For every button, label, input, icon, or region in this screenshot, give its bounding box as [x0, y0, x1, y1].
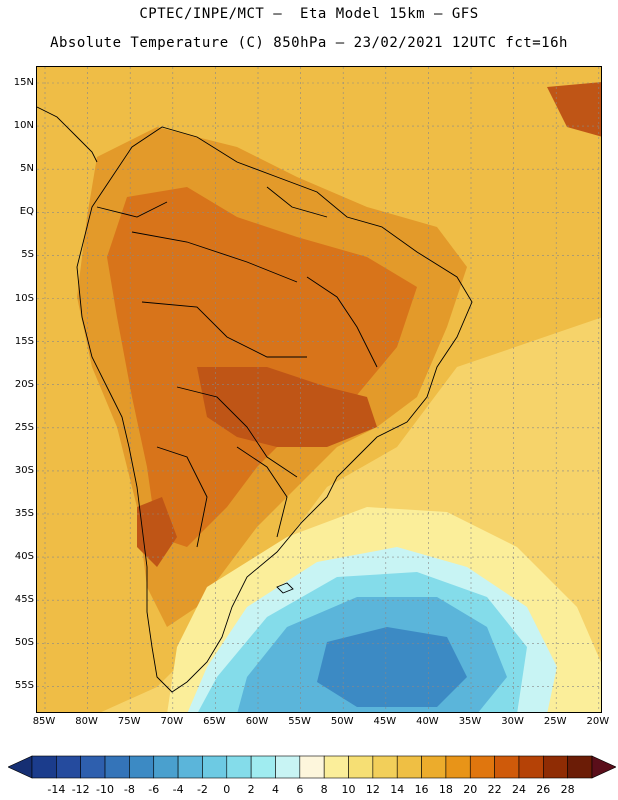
lat-label: 50S	[14, 637, 34, 649]
colorbar-label: 12	[365, 783, 380, 796]
lon-label: 70W	[160, 716, 184, 727]
lat-label: 35S	[14, 508, 34, 519]
temperature-colorbar	[8, 755, 616, 779]
lat-label: 5N	[20, 163, 34, 175]
temperature-region	[137, 497, 177, 567]
temperature-field	[37, 67, 601, 712]
colorbar-label: -8	[123, 783, 135, 796]
lat-label: 20S	[14, 378, 34, 390]
lon-label: 85W	[32, 716, 56, 727]
colorbar-label: 18	[438, 783, 453, 796]
lon-label: 45W	[373, 716, 397, 727]
lat-lon-gridlines	[37, 67, 601, 712]
colorbar-label: 14	[390, 783, 405, 796]
lon-label: 35W	[458, 716, 482, 727]
coastline	[76, 126, 473, 693]
colorbar-label: 24	[511, 783, 526, 796]
colorbar-swatch	[299, 755, 325, 779]
temperature-region	[317, 627, 467, 707]
colorbar-swatch	[348, 755, 374, 779]
colorbar-overflow	[591, 755, 616, 779]
colorbar-swatch	[275, 755, 301, 779]
colorbar-swatch	[31, 755, 57, 779]
lon-label: 30W	[501, 716, 524, 727]
colorbar-label: 16	[414, 783, 429, 796]
coastline	[141, 301, 307, 358]
colorbar-swatch	[372, 755, 398, 779]
colorbar-swatch	[56, 755, 81, 779]
colorbar-label: 6	[296, 783, 304, 796]
colorbar-label: 8	[320, 783, 328, 796]
temperature-region	[547, 82, 601, 137]
colorbar-swatch	[80, 755, 106, 779]
coastline	[276, 582, 294, 594]
lat-label: 25S	[14, 421, 34, 433]
colorbar-label: 26	[536, 783, 551, 796]
colorbar-underflow	[8, 755, 33, 779]
colorbar-label: -2	[196, 783, 208, 796]
colorbar-label: -4	[172, 783, 184, 796]
colorbar-label: -12	[71, 783, 90, 796]
temperature-map[interactable]	[36, 66, 602, 713]
chart-title-line-1: CPTEC/INPE/MCT – Eta Model 15km – GFS	[139, 6, 479, 22]
coastlines-and-borders	[37, 106, 473, 693]
lon-label: 40W	[416, 716, 439, 727]
colorbar-label: -14	[47, 783, 66, 796]
colorbar-swatch	[469, 755, 495, 779]
lat-label: 10S	[14, 292, 34, 304]
lon-label: 75W	[117, 716, 141, 727]
colorbar-swatch	[494, 755, 520, 779]
lat-label: 5S	[21, 249, 34, 261]
lon-label: 50W	[330, 716, 354, 727]
coastline	[96, 201, 168, 218]
lon-label: 60W	[245, 716, 269, 727]
colorbar-swatch	[177, 755, 203, 779]
colorbar-label: 20	[463, 783, 478, 796]
lon-label: 80W	[75, 716, 98, 727]
colorbar-label: 0	[223, 783, 231, 796]
lat-label: 45S	[14, 594, 34, 606]
colorbar-label: 2	[247, 783, 255, 796]
coastline	[156, 446, 208, 548]
colorbar-swatch	[104, 755, 130, 779]
colorbar-swatch	[250, 755, 276, 779]
lat-label: 10N	[13, 120, 34, 132]
colorbar-label: 10	[341, 783, 356, 796]
colorbar-swatch	[518, 755, 544, 779]
lat-label: 15N	[13, 77, 34, 88]
lon-label: 20W	[586, 716, 610, 727]
lat-label: EQ	[19, 206, 34, 218]
coastline	[236, 446, 288, 538]
colorbar-swatch	[445, 755, 471, 779]
chart-title-line-2: Absolute Temperature (C) 850hPa – 23/02/…	[50, 35, 568, 51]
colorbar-swatch	[129, 755, 155, 779]
colorbar-swatch	[396, 755, 422, 779]
colorbar-swatch	[323, 755, 349, 779]
colorbar-label: 22	[487, 783, 502, 796]
lon-label: 65W	[203, 716, 226, 727]
colorbar-swatch	[543, 755, 568, 779]
colorbar-swatch	[202, 755, 228, 779]
coastline	[37, 106, 98, 163]
colorbar-label: -10	[96, 783, 115, 796]
lat-label: 30S	[14, 464, 34, 476]
lon-label: 25W	[543, 716, 567, 727]
lon-label: 55W	[288, 716, 311, 727]
colorbar-label: 28	[560, 783, 575, 796]
colorbar-swatch	[226, 755, 252, 779]
temperature-region	[197, 367, 377, 447]
colorbar-swatch	[567, 755, 593, 779]
colorbar-label: -6	[148, 783, 160, 796]
lat-label: 15S	[14, 335, 34, 347]
coastline	[266, 186, 328, 218]
lat-label: 40S	[14, 551, 34, 563]
coastline	[131, 231, 298, 283]
colorbar-label: 4	[271, 783, 279, 796]
coastline	[176, 386, 298, 478]
colorbar-swatch	[153, 755, 179, 779]
lat-label: 55S	[14, 680, 34, 692]
colorbar-swatch	[421, 755, 447, 779]
coastline	[306, 276, 378, 368]
